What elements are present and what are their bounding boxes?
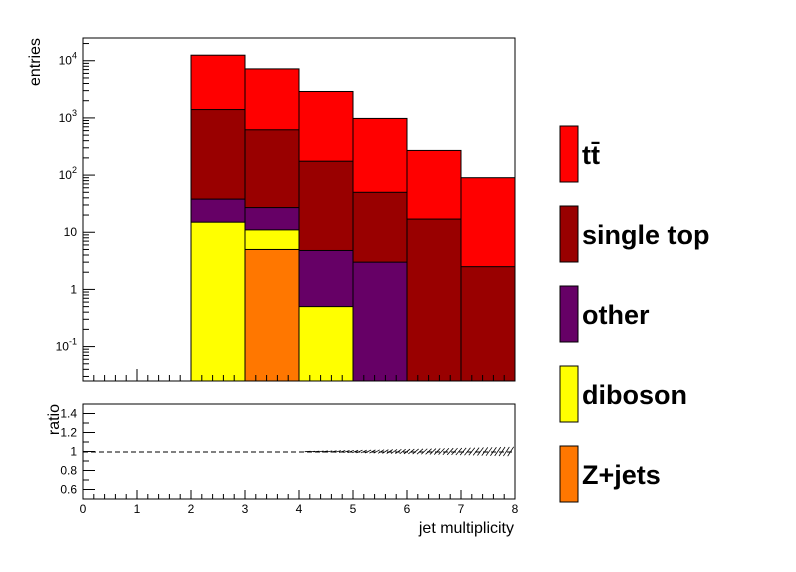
ratio-x-tick-label: 1 [134, 502, 141, 516]
legend-label: Z+jets [582, 460, 661, 490]
bar-single-top-bin-7 [460, 266, 516, 382]
legend-label: other [582, 300, 650, 330]
legend-label: diboson [582, 380, 687, 410]
legend-swatch [559, 365, 579, 423]
ratio-hatch [364, 449, 372, 454]
legend-label: single top [582, 220, 710, 250]
ratio-x-tick-label: 7 [458, 502, 465, 516]
ratio-y-ticks: 0.6 0.8 1 1.2 1.4 [60, 403, 95, 500]
ratio-y-tick-label: 0.6 [60, 483, 77, 497]
stack-bars [190, 54, 516, 382]
ratio-hatch [421, 448, 428, 455]
legend-swatch [559, 125, 579, 183]
y-axis-title-entries: entries [27, 38, 44, 86]
main-histogram-pad: 10-1 1 10 102 103 104 entries [27, 37, 516, 382]
ratio-hatch [477, 447, 484, 456]
legend-swatch [559, 285, 579, 343]
ratio-hatch [503, 446, 510, 457]
main-y-ticks: 10-1 1 10 102 103 104 [56, 43, 95, 377]
ratio-pad: 0 1 2 3 4 5 6 7 8 0.6 0.8 1 1.2 1.4 ratio jet multip… [46, 403, 519, 537]
bar-diboson-bin-2 [190, 221, 246, 382]
ratio-x-tick-label: 0 [80, 502, 87, 516]
ratio-hatch [382, 449, 389, 454]
main-y-tick-label: 102 [59, 165, 77, 182]
ratio-x-tick-label: 5 [350, 502, 357, 516]
ratio-hatch [373, 449, 380, 454]
main-y-tick-label: 10-1 [56, 337, 77, 354]
main-y-tick-label: 104 [59, 51, 77, 68]
main-y-tick-label: 10 [64, 225, 78, 239]
ratio-hatch [485, 447, 493, 456]
ratio-hatch [399, 448, 406, 455]
ratio-hatch [494, 446, 502, 457]
ratio-x-tick-label: 2 [188, 502, 195, 516]
x-axis-title: jet multiplicity [418, 520, 514, 537]
ratio-hatch [429, 448, 437, 455]
main-y-tick-label: 1 [70, 282, 77, 296]
ratio-hatch [446, 447, 454, 456]
ratio-y-tick-label: 1.2 [60, 426, 77, 440]
main-x-ticks [82, 369, 516, 381]
main-y-tick-label: 103 [59, 108, 77, 125]
legend: tt̄ single top other diboson Z+jets [559, 125, 710, 503]
ratio-hatch [455, 447, 463, 456]
ratio-y-tick-label: 1.4 [60, 407, 77, 421]
ratio-x-tick-label: 3 [242, 502, 249, 516]
bar-z-jets-bin-3 [244, 248, 300, 382]
ratio-x-tick-label: 6 [404, 502, 411, 516]
legend-label: tt̄ [582, 140, 600, 170]
legend-swatch [559, 445, 579, 503]
bar-single-top-bin-6 [406, 218, 462, 382]
ratio-y-tick-label: 0.8 [60, 464, 77, 478]
ratio-hatch [343, 450, 350, 453]
ratio-y-tick-label: 1 [70, 445, 77, 459]
y-axis-title-ratio: ratio [46, 404, 63, 435]
ratio-x-ticks: 0 1 2 3 4 5 6 7 8 [80, 490, 519, 516]
bar-diboson-bin-4 [298, 306, 354, 382]
ratio-hatch [438, 448, 445, 455]
ratio-hatch [390, 449, 398, 454]
bar-other-bin-5 [352, 261, 408, 382]
ratio-x-tick-label: 4 [296, 502, 303, 516]
legend-swatch [559, 205, 579, 263]
ratio-x-tick-label: 8 [512, 502, 519, 516]
